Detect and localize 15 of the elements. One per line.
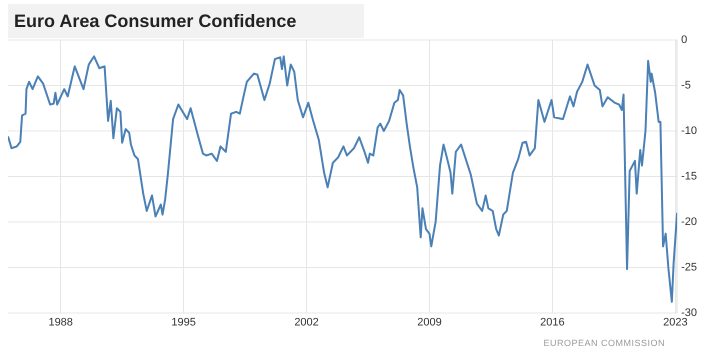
x-tick-label: 2016	[540, 316, 565, 328]
chart-title: Euro Area Consumer Confidence	[8, 4, 364, 38]
x-tick-label: 2023	[663, 316, 688, 328]
y-tick-label: -5	[681, 80, 691, 92]
y-tick-label: -20	[681, 216, 698, 228]
y-tick-label: -30	[681, 306, 698, 319]
y-tick-label: -25	[681, 261, 698, 274]
x-tick-label: 1995	[171, 316, 196, 328]
y-tick-label: -15	[681, 170, 698, 182]
y-tick-label: 0	[681, 34, 688, 46]
x-tick-label: 1988	[48, 316, 73, 328]
text: EUROPEAN COMMISSION	[543, 338, 665, 348]
y-tick-label: -10	[681, 124, 698, 137]
x-tick-label: 2002	[294, 316, 319, 328]
x-tick-label: 2009	[417, 316, 442, 328]
